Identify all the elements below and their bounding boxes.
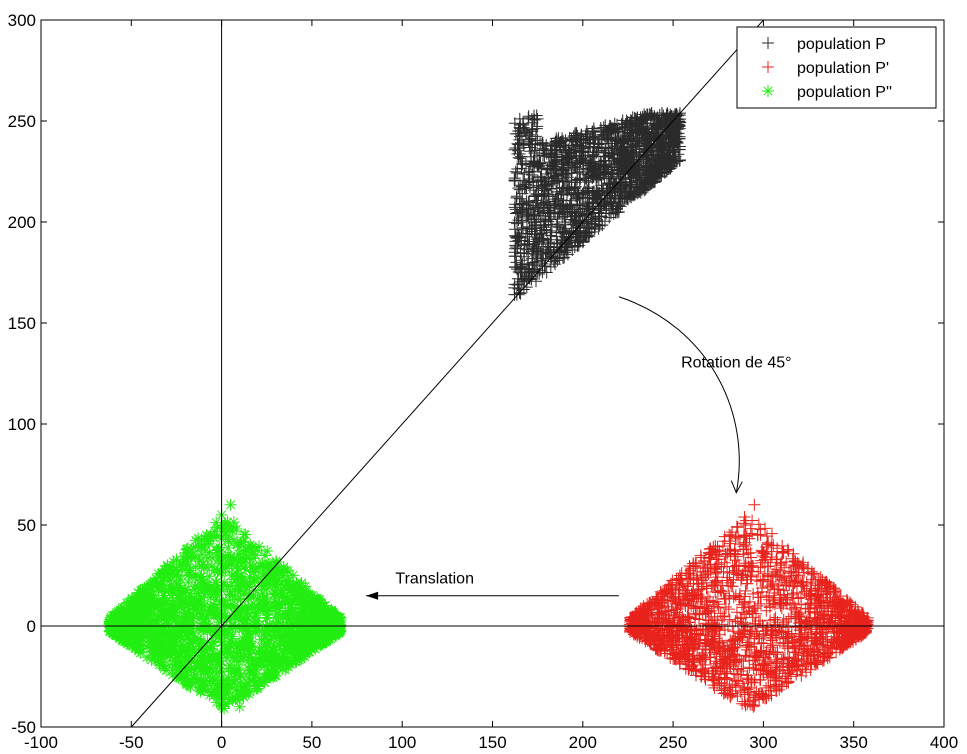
point-1-fill-268 xyxy=(557,194,570,207)
data-layer xyxy=(103,106,874,715)
point-1-fill-268-path xyxy=(557,194,570,207)
point-1-fill-38-path xyxy=(509,165,522,178)
point-1-fill-450-path xyxy=(576,154,589,167)
point-1-fill-38 xyxy=(509,165,522,178)
point-1-fill-450 xyxy=(576,154,589,167)
series-1 xyxy=(508,106,687,301)
